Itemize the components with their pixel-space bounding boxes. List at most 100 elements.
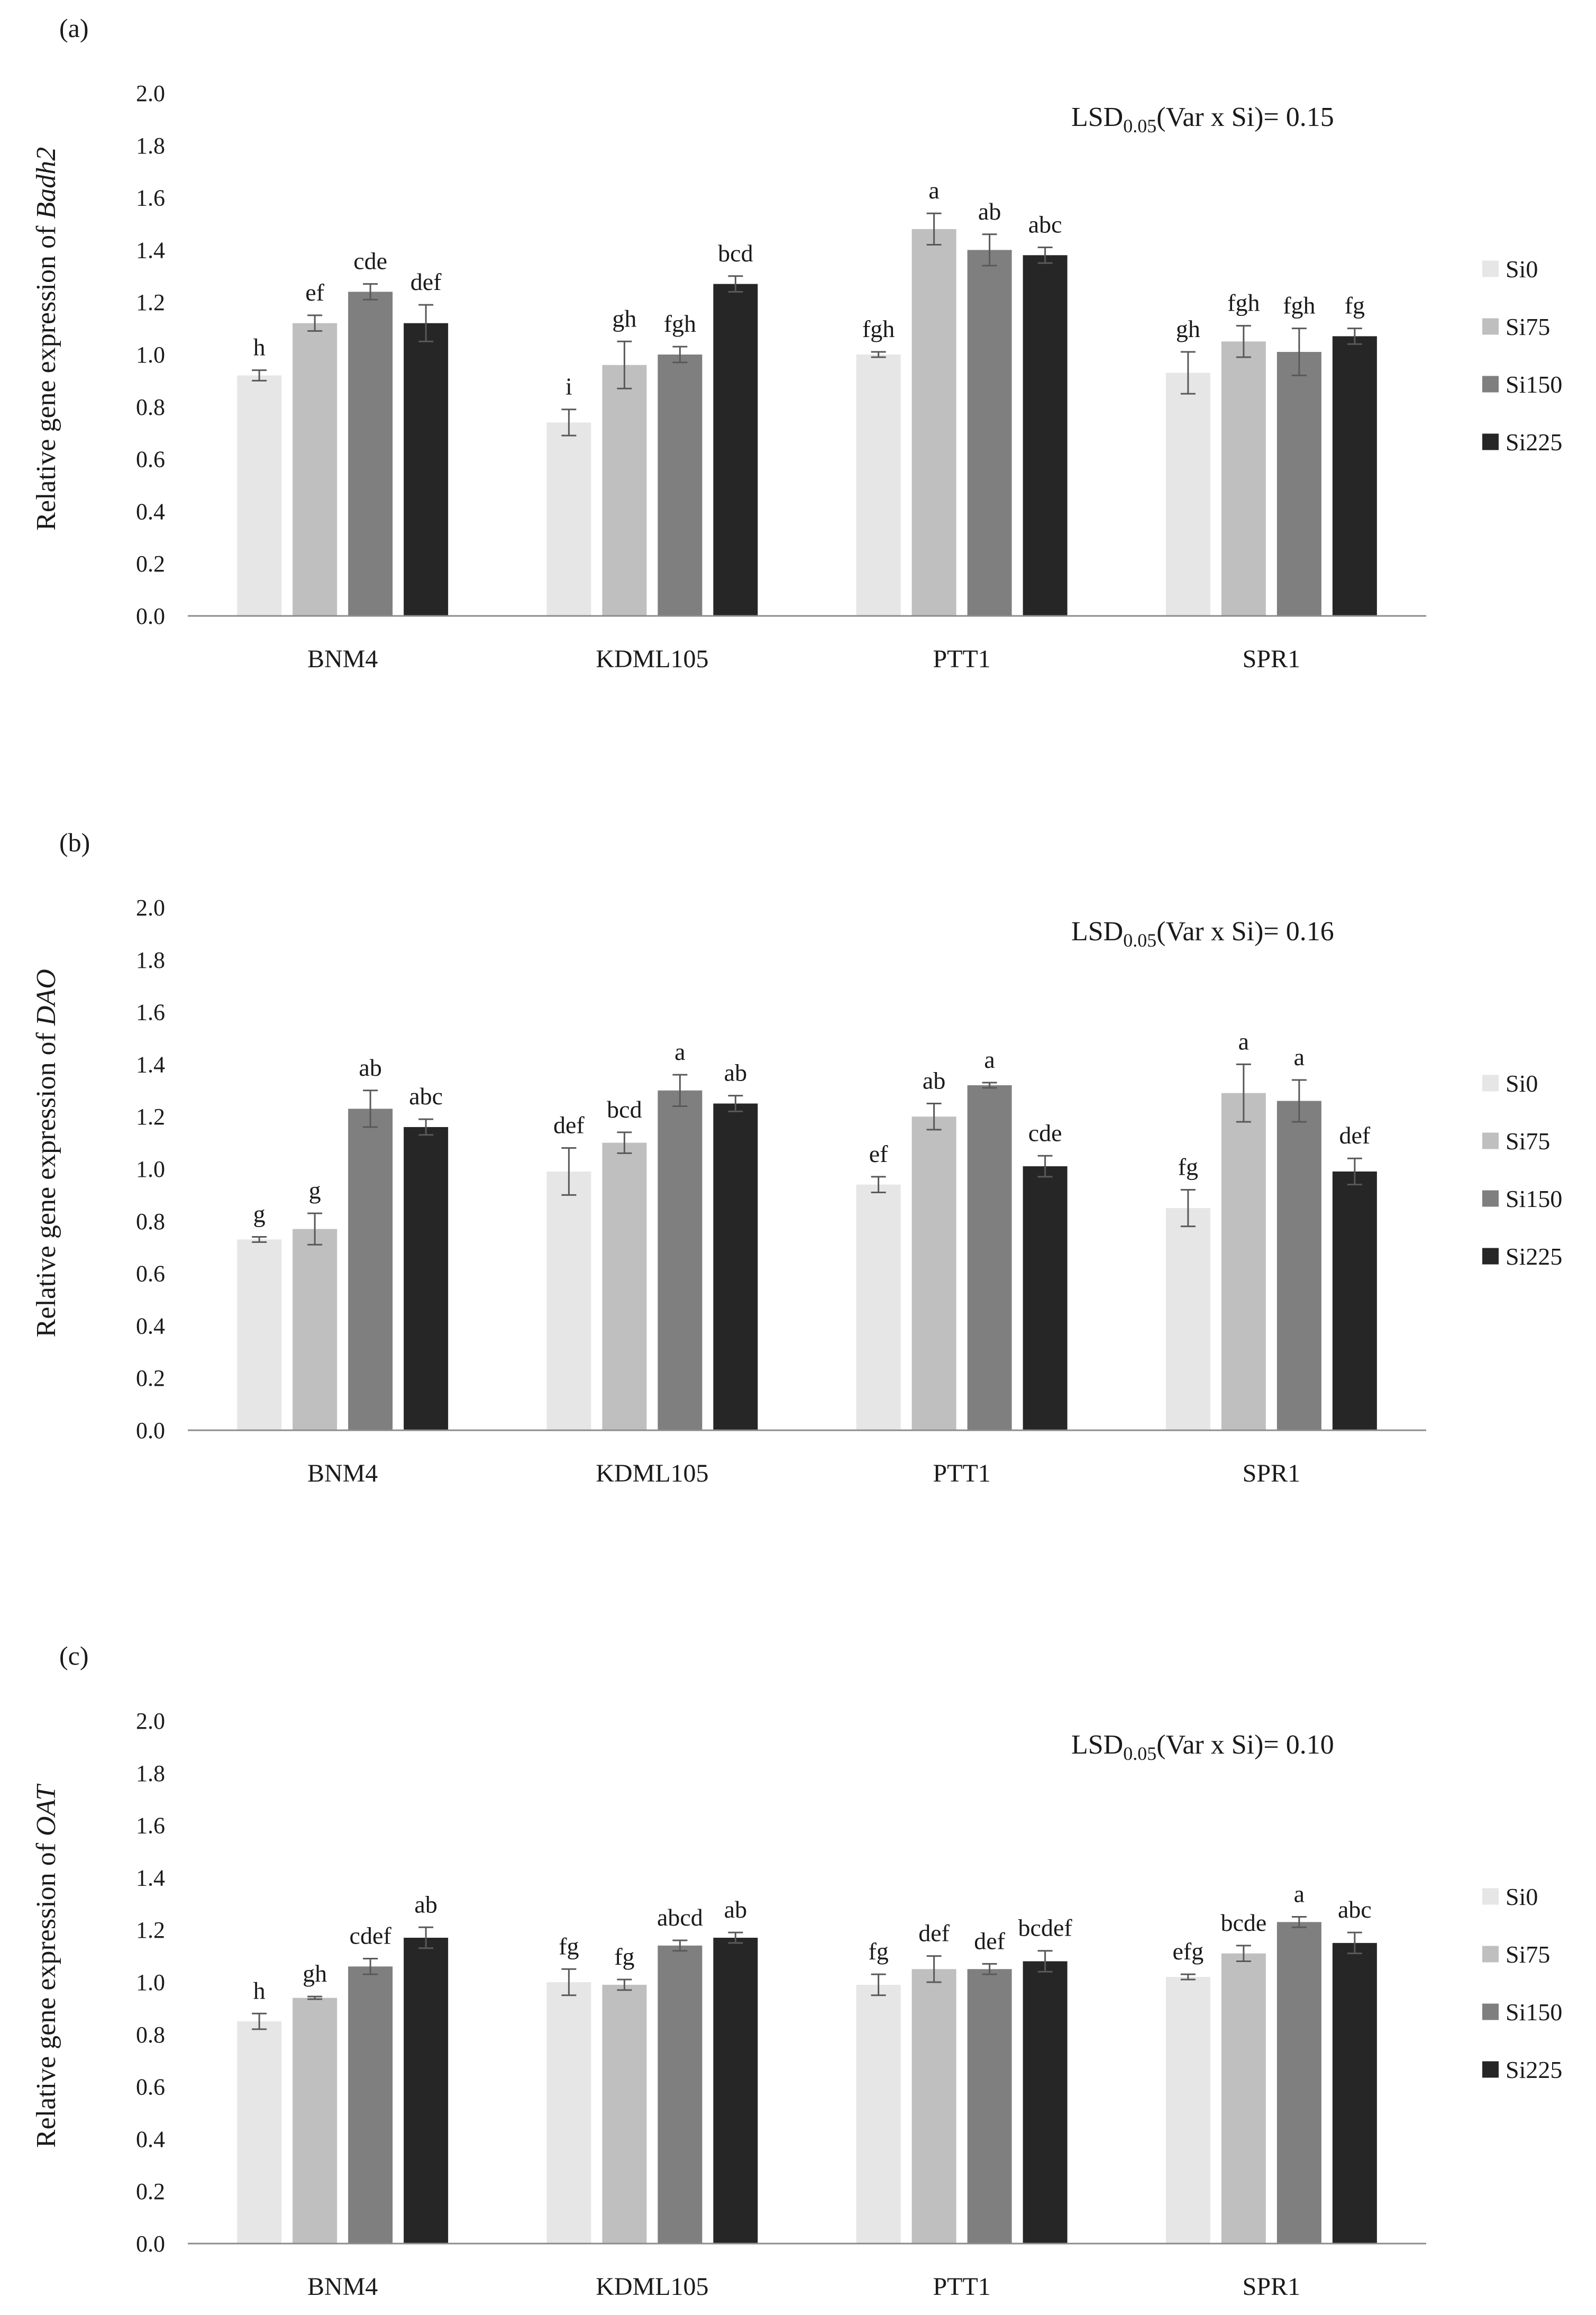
y-tick-label: 0.0	[136, 603, 165, 629]
legend: Si0 Si75 Si150 Si225	[1482, 1070, 1562, 1270]
significance-letter-spr1-si75: fgh	[1227, 289, 1260, 316]
significance-letter-spr1-si0: gh	[1176, 315, 1200, 342]
significance-letter-ptt1-si0: fg	[868, 1938, 888, 1965]
significance-letter-spr1-si225: abc	[1338, 1896, 1372, 1923]
error-bar-ptt1-si75	[926, 1103, 942, 1131]
y-tick-label: 0.4	[136, 2126, 165, 2152]
significance-letter-bnm4-si0: g	[253, 1200, 266, 1227]
bar-bnm4-si150	[348, 1109, 393, 1430]
legend-swatch-si0	[1482, 1075, 1499, 1092]
y-tick-label: 1.2	[136, 1917, 165, 1943]
panel-label: (b)	[59, 828, 90, 857]
error-bar-spr1-si225	[1347, 328, 1362, 345]
y-tick-label: 1.0	[136, 1969, 165, 1995]
category-label-ptt1: PTT1	[933, 645, 990, 673]
panel-label: (a)	[59, 13, 89, 43]
bar-spr1-si0	[1165, 1977, 1210, 2244]
significance-letter-kdml105-si75: fg	[614, 1943, 634, 1970]
lsd-label: LSD	[1071, 1730, 1123, 1760]
bar-ptt1-si225	[1023, 255, 1068, 616]
legend: Si0 Si75 Si150 Si225	[1482, 1883, 1562, 2083]
y-tick-label: 0.6	[136, 2074, 165, 2100]
bar-ptt1-si75	[911, 1969, 956, 2244]
error-bar-spr1-si150	[1291, 1916, 1307, 1928]
bar-spr1-si225	[1332, 336, 1377, 616]
significance-letter-kdml105-si75: gh	[612, 305, 636, 332]
significance-letter-kdml105-si225: ab	[724, 1059, 747, 1086]
error-bar-ptt1-si150	[982, 233, 997, 267]
error-bar-kdml105-si0	[561, 1968, 577, 1996]
significance-letter-ptt1-si75: a	[928, 177, 939, 204]
legend-label-si75: Si75	[1506, 313, 1550, 340]
y-tick-label: 0.0	[136, 2231, 165, 2257]
bar-spr1-si225	[1332, 1171, 1377, 1430]
lsd-value: (Var x Si)= 0.16	[1156, 916, 1334, 947]
category-label-kdml105: KDML105	[596, 645, 708, 673]
bar-bnm4-si150	[348, 292, 393, 616]
significance-letter-spr1-si150: a	[1294, 1043, 1305, 1070]
error-bar-spr1-si225	[1347, 1931, 1362, 1955]
legend-label-si150: Si150	[1506, 1185, 1562, 1212]
error-bar-bnm4-si75	[307, 314, 323, 332]
legend: Si0 Si75 Si150 Si225	[1482, 256, 1562, 456]
error-bar-kdml105-si75	[617, 1978, 632, 1991]
significance-letter-bnm4-si0: h	[253, 334, 266, 361]
significance-letter-kdml105-si75: bcd	[607, 1096, 642, 1123]
significance-letter-ptt1-si225: bcdef	[1018, 1914, 1073, 1941]
bar-ptt1-si75	[911, 229, 956, 616]
significance-letter-bnm4-si225: def	[411, 268, 442, 295]
y-axis-title-text: Relative gene expression of	[31, 219, 61, 531]
significance-letter-bnm4-si75: g	[309, 1177, 321, 1204]
lsd-subscript: 0.05	[1123, 115, 1156, 137]
category-label-kdml105: KDML105	[596, 2273, 708, 2301]
bar-spr1-si150	[1276, 1101, 1321, 1430]
error-bar-spr1-si75	[1236, 1063, 1251, 1123]
legend-swatch-si75	[1482, 1132, 1499, 1149]
error-bar-kdml105-si75	[617, 340, 632, 389]
error-bar-bnm4-si225	[418, 1926, 434, 1949]
y-tick-label: 1.2	[136, 289, 165, 315]
y-tick-label: 0.2	[136, 2178, 165, 2204]
error-bar-group	[252, 212, 1362, 437]
error-bar-spr1-si225	[1347, 1157, 1362, 1186]
lsd-label: LSD	[1071, 102, 1123, 132]
chart-panel-a: (a) Relative gene expression of Badh2 0.0 0…	[31, 13, 1562, 673]
y-tick-label: 2.0	[136, 895, 165, 921]
bar-kdml105-si75	[602, 365, 647, 616]
significance-letter-spr1-si0: fg	[1178, 1154, 1198, 1181]
bar-spr1-si75	[1221, 341, 1266, 616]
significance-letter-spr1-si150: fgh	[1283, 292, 1315, 319]
bar-kdml105-si225	[713, 1938, 758, 2244]
error-bar-spr1-si75	[1236, 325, 1251, 358]
y-tick-label: 1.6	[136, 1813, 165, 1839]
y-tick-label: 2.0	[136, 1708, 165, 1734]
error-bar-kdml105-si0	[561, 408, 577, 437]
significance-letter-ptt1-si150: def	[974, 1927, 1005, 1954]
legend-swatch-si75	[1482, 318, 1499, 335]
y-axis-title-gene: OAT	[31, 1784, 61, 1836]
significance-letter-ptt1-si0: fgh	[862, 315, 895, 342]
error-bar-kdml105-si75	[617, 1131, 632, 1154]
y-axis-title: Relative gene expression of Badh2	[31, 147, 61, 531]
bar-ptt1-si0	[856, 1184, 901, 1430]
bar-spr1-si150	[1276, 1922, 1321, 2244]
error-bar-ptt1-si0	[871, 1973, 886, 1996]
significance-letter-spr1-si150: a	[1294, 1881, 1305, 1908]
y-tick-label: 0.4	[136, 1313, 165, 1339]
significance-letter-kdml105-si0: i	[566, 373, 572, 400]
y-tick-label: 1.8	[136, 947, 165, 973]
error-bar-bnm4-si225	[418, 1118, 434, 1136]
error-bar-bnm4-si0	[252, 1236, 267, 1243]
significance-letter-bnm4-si225: abc	[409, 1083, 443, 1110]
bar-kdml105-si225	[713, 1103, 758, 1430]
lsd-annotation: LSD0.05(Var x Si)= 0.16	[1071, 916, 1334, 951]
error-bar-kdml105-si225	[728, 1931, 743, 1944]
y-tick-label: 1.6	[136, 1000, 165, 1025]
error-bar-spr1-si0	[1180, 1973, 1196, 1981]
y-tick-label: 0.6	[136, 447, 165, 473]
lsd-label: LSD	[1071, 916, 1123, 947]
error-bar-kdml105-si150	[672, 346, 688, 364]
significance-letter-bnm4-si75: ef	[305, 279, 324, 306]
